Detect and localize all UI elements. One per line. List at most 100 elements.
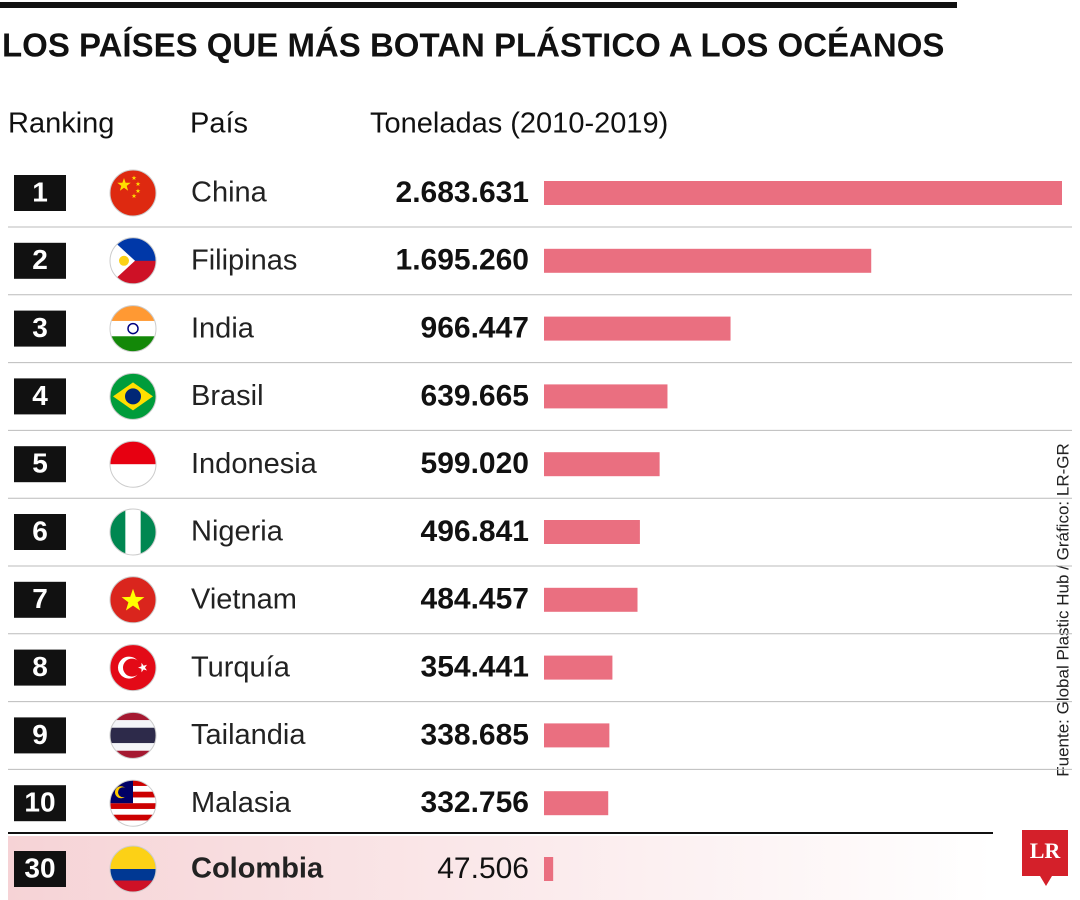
flag-part <box>110 305 156 322</box>
bar <box>544 316 731 341</box>
country: Vietnam <box>191 583 297 615</box>
flag-outline <box>109 305 157 353</box>
rank-box <box>14 785 66 822</box>
chart-title: LOS PAÍSES QUE MÁS BOTAN PLÁSTICO A LOS … <box>2 27 944 64</box>
rank: 1 <box>32 176 48 207</box>
flag <box>110 373 156 420</box>
flag-part <box>110 336 156 352</box>
rank-box <box>14 310 66 347</box>
country: Filipinas <box>191 244 297 276</box>
flag <box>110 509 156 555</box>
rank: 3 <box>32 312 48 343</box>
flag-outline <box>109 644 157 692</box>
flag <box>110 576 156 623</box>
value-label: 966.447 <box>421 312 529 345</box>
flag-part <box>125 509 142 555</box>
flag-outline <box>109 508 157 556</box>
bar <box>544 723 610 748</box>
rank-box <box>14 175 66 211</box>
flag-outline <box>109 779 157 827</box>
value-label: 496.841 <box>421 515 529 548</box>
flag-part <box>110 320 156 337</box>
flag-part <box>110 743 156 752</box>
bar <box>544 857 554 881</box>
flag-part <box>110 869 156 881</box>
svg-text:LR: LR <box>1030 838 1062 863</box>
flag-part <box>135 181 141 186</box>
bar <box>544 655 613 680</box>
rank-box <box>14 378 66 415</box>
rank-box <box>14 581 66 618</box>
flag-outline <box>109 372 157 420</box>
bar <box>544 452 660 477</box>
value-label: 484.457 <box>421 583 529 616</box>
flag-part <box>110 735 156 744</box>
flag-part <box>140 509 156 555</box>
value-label: 354.441 <box>421 651 529 684</box>
flag-part <box>110 509 126 555</box>
country: Turquía <box>191 651 291 683</box>
flag-part <box>110 712 156 721</box>
rank-box <box>14 514 66 550</box>
highlight-band <box>8 836 993 900</box>
flag <box>110 644 156 691</box>
value-header: Toneladas (2010-2019) <box>370 108 668 140</box>
rank: 6 <box>32 515 48 546</box>
flag-part <box>110 441 156 465</box>
rank-box <box>14 446 66 483</box>
bar <box>544 248 872 273</box>
country: Nigeria <box>191 516 284 548</box>
flag-part <box>123 658 141 677</box>
rank: 8 <box>32 651 48 682</box>
rank-box <box>14 649 66 686</box>
flag <box>110 237 156 284</box>
country: Indonesia <box>191 448 318 480</box>
country: Tailandia <box>191 719 306 751</box>
country-header: País <box>190 108 248 140</box>
top-rule <box>0 2 957 8</box>
value-label: 1.695.260 <box>396 244 529 277</box>
bar <box>544 587 638 612</box>
value-label: 47.506 <box>437 852 529 885</box>
country: Colombia <box>191 853 324 885</box>
flag-part <box>131 193 137 198</box>
flag-part <box>131 175 137 180</box>
logo: LR <box>1022 830 1068 886</box>
rank: 9 <box>32 719 48 750</box>
country: India <box>191 312 255 344</box>
flag-part <box>121 588 145 611</box>
value-label: 639.665 <box>421 379 529 412</box>
flag <box>110 305 156 352</box>
flag-part <box>110 820 156 827</box>
rank: 10 <box>24 787 55 818</box>
source: Fuente: Global Plastic Hub / Gráfico: LR… <box>1053 443 1072 777</box>
flag-part <box>110 750 156 759</box>
bar <box>544 791 609 816</box>
flag <box>110 846 156 892</box>
flag <box>110 780 156 827</box>
flag-part <box>110 814 156 821</box>
flag-part <box>118 787 128 798</box>
flag-part <box>110 803 156 810</box>
flag-part <box>119 255 129 266</box>
rank-header: Ranking <box>8 108 114 140</box>
value-label: 338.685 <box>421 718 529 751</box>
flag <box>110 712 156 759</box>
rank-box <box>14 717 66 754</box>
flag-outline <box>109 440 157 488</box>
rank: 5 <box>32 448 48 479</box>
value-label: 2.683.631 <box>396 176 529 209</box>
flag <box>110 441 156 488</box>
country: China <box>191 177 268 209</box>
flag-outline <box>109 576 157 624</box>
flag-outline <box>109 711 157 759</box>
bar <box>544 384 668 409</box>
country: Brasil <box>191 380 264 412</box>
flag-part <box>125 388 141 405</box>
flag-part <box>110 846 156 869</box>
flag-part <box>138 662 147 673</box>
rank: 30 <box>24 852 55 883</box>
value-label: 332.756 <box>421 786 529 819</box>
rank: 4 <box>32 380 48 411</box>
